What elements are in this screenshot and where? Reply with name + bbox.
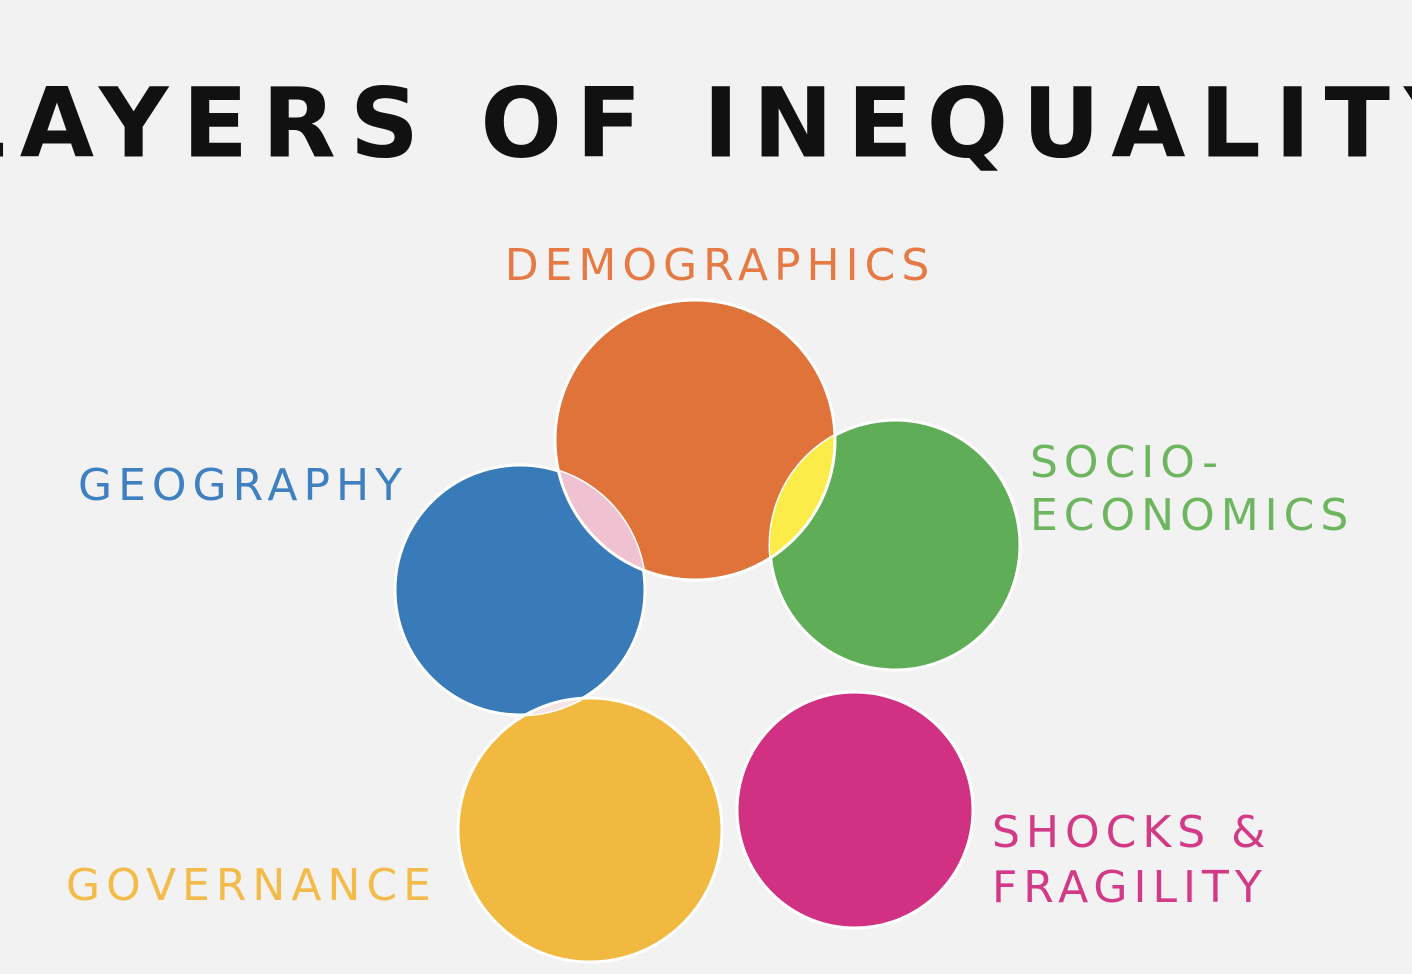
- label-socio: ECONOMICS: [1030, 490, 1354, 541]
- flower: [393, 298, 1022, 964]
- label-geography: GEOGRAPHY: [78, 460, 408, 511]
- label-governance: GOVERNANCE: [66, 860, 437, 911]
- petal-shocks: [735, 690, 975, 930]
- label-demographics: DEMOGRAPHICS: [505, 240, 936, 291]
- label-shocks: SHOCKS &: [992, 807, 1271, 858]
- label-socio: SOCIO-: [1030, 437, 1224, 488]
- petal-governance: [456, 696, 724, 964]
- overlap: [770, 420, 837, 582]
- label-shocks: FRAGILITY: [992, 862, 1268, 913]
- title: LAYERS OF INEQUALITY: [0, 67, 1412, 179]
- petal-geography: [393, 463, 647, 717]
